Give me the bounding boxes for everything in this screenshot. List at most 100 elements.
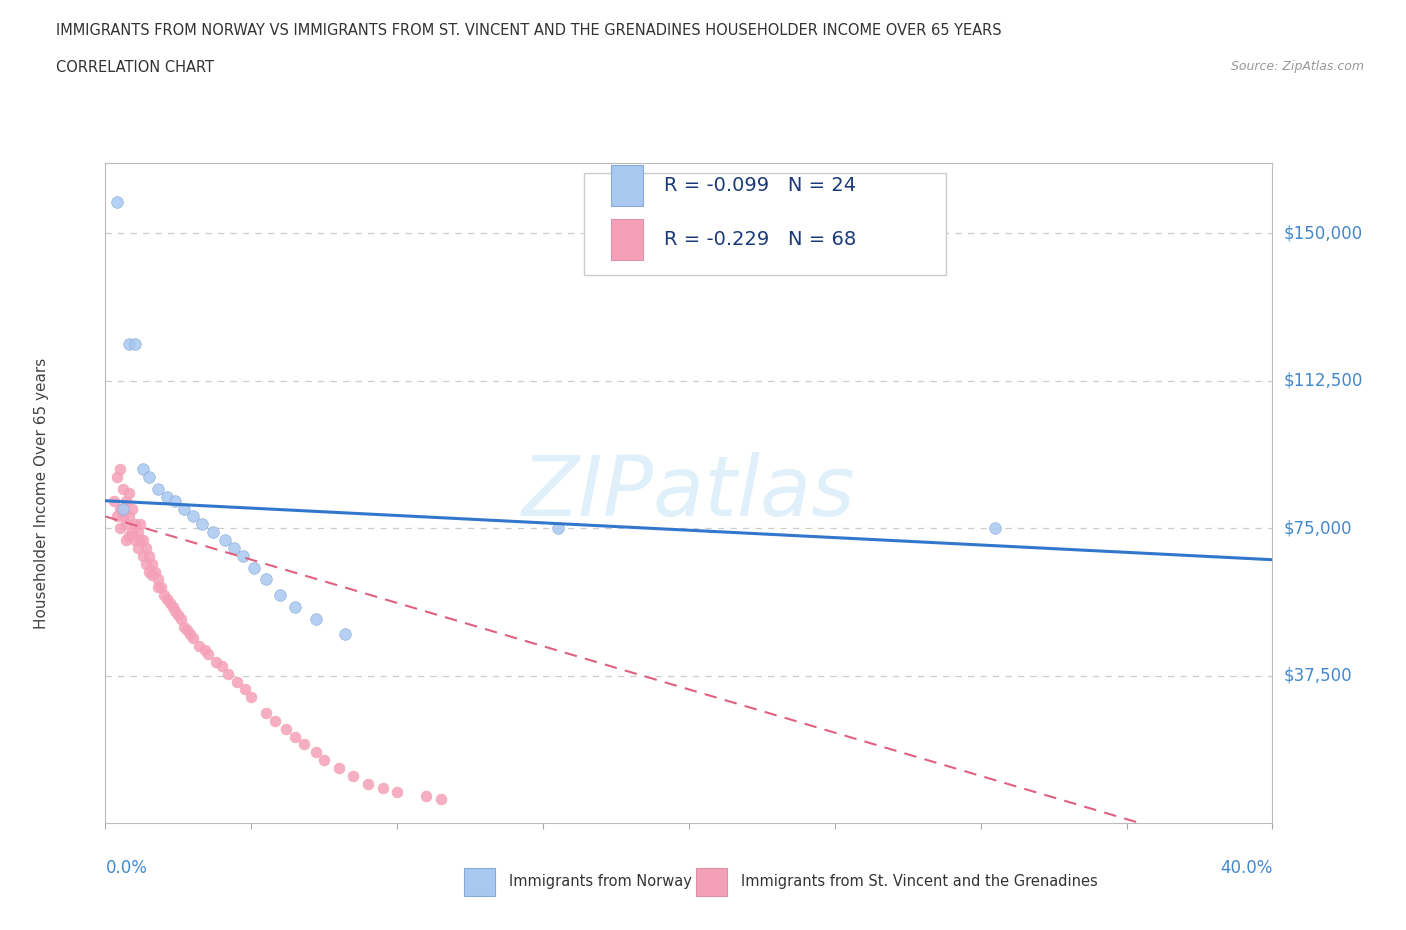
Point (108, 501, 131, 516)
Point (156, 591, 179, 606)
Point (269, 588, 292, 603)
Point (357, 777, 380, 791)
Point (165, 604, 187, 618)
Point (146, 579, 169, 594)
Point (243, 560, 266, 575)
Point (284, 729, 307, 744)
Text: Householder Income Over 65 years: Householder Income Over 65 years (34, 357, 49, 629)
Point (181, 509, 204, 524)
Point (415, 788, 437, 803)
Point (149, 579, 172, 594)
Point (205, 655, 228, 670)
Point (328, 761, 350, 776)
Point (263, 713, 285, 728)
Point (135, 540, 157, 555)
Point (146, 482, 169, 497)
Point (111, 482, 134, 497)
Point (105, 509, 128, 524)
Text: Immigrants from Norway: Immigrants from Norway (509, 874, 692, 889)
Point (197, 646, 219, 661)
Point (138, 549, 160, 564)
Point (135, 556, 157, 571)
Point (187, 639, 209, 654)
Point (254, 572, 277, 587)
Point (129, 533, 152, 548)
Text: Source: ZipAtlas.com: Source: ZipAtlas.com (1230, 60, 1364, 73)
Point (138, 565, 160, 579)
Point (105, 470, 128, 485)
Text: $150,000: $150,000 (1284, 224, 1362, 243)
Point (105, 194, 128, 209)
Point (118, 528, 141, 543)
Text: CORRELATION CHART: CORRELATION CHART (56, 60, 214, 75)
Point (173, 501, 195, 516)
Point (141, 556, 163, 571)
Point (342, 768, 364, 783)
Point (276, 722, 298, 737)
Point (165, 493, 187, 508)
Point (108, 521, 131, 536)
Point (124, 517, 146, 532)
Point (132, 549, 155, 564)
Point (170, 611, 193, 626)
Point (111, 501, 134, 516)
Point (111, 509, 134, 524)
Point (124, 533, 146, 548)
Point (176, 623, 198, 638)
Point (214, 533, 236, 548)
FancyBboxPatch shape (583, 173, 946, 275)
FancyBboxPatch shape (610, 219, 644, 259)
Point (984, 521, 1007, 536)
Point (304, 745, 326, 760)
Point (232, 549, 254, 564)
Point (141, 568, 163, 583)
Point (292, 737, 315, 751)
Text: R = -0.099   N = 24: R = -0.099 N = 24 (665, 176, 856, 194)
Point (547, 521, 569, 536)
Point (115, 493, 138, 508)
Point (162, 600, 184, 615)
Point (115, 517, 138, 532)
Point (118, 336, 141, 351)
Text: ZIPatlas: ZIPatlas (522, 452, 856, 534)
Point (211, 658, 233, 673)
Text: R = -0.229   N = 68: R = -0.229 N = 68 (665, 230, 856, 249)
Point (118, 509, 141, 524)
Point (143, 565, 166, 579)
Point (304, 611, 326, 626)
Point (138, 470, 160, 485)
Point (118, 485, 141, 500)
Point (146, 572, 169, 587)
Point (284, 600, 307, 615)
Point (127, 540, 149, 555)
Point (103, 493, 125, 508)
Point (371, 780, 394, 795)
FancyBboxPatch shape (610, 165, 644, 206)
Point (173, 619, 195, 634)
Point (217, 666, 239, 681)
Point (181, 631, 204, 645)
Point (156, 489, 179, 504)
Point (202, 525, 225, 539)
Point (129, 517, 152, 532)
Point (333, 627, 356, 642)
Text: Immigrants from St. Vincent and the Grenadines: Immigrants from St. Vincent and the Gren… (741, 874, 1098, 889)
Point (167, 607, 190, 622)
Point (159, 595, 181, 610)
Point (121, 501, 143, 516)
Point (132, 462, 155, 477)
Point (121, 525, 143, 539)
Point (179, 627, 201, 642)
Text: $37,500: $37,500 (1284, 667, 1353, 684)
Text: IMMIGRANTS FROM NORWAY VS IMMIGRANTS FROM ST. VINCENT AND THE GRENADINES HOUSEHO: IMMIGRANTS FROM NORWAY VS IMMIGRANTS FRO… (56, 23, 1002, 38)
Point (108, 462, 131, 477)
Point (222, 540, 245, 555)
Text: 40.0%: 40.0% (1220, 859, 1272, 877)
Point (225, 674, 247, 689)
Point (430, 792, 453, 807)
Point (194, 643, 217, 658)
Point (240, 690, 263, 705)
Point (124, 336, 146, 351)
Point (235, 682, 257, 697)
Point (132, 533, 155, 548)
